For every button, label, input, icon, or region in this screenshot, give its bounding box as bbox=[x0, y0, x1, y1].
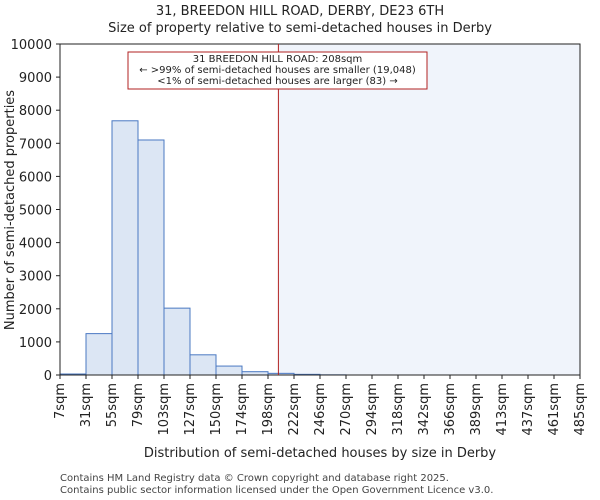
y-tick-label: 9000 bbox=[19, 71, 52, 86]
annotation-box: 31 BREEDON HILL ROAD: 208sqm ← >99% of s… bbox=[127, 51, 428, 90]
histogram-chart: 31, BREEDON HILL ROAD, DERBY, DE23 6TH S… bbox=[3, 4, 588, 461]
footer-copyright: Contains HM Land Registry data © Crown c… bbox=[60, 473, 449, 484]
x-tick-label: 389sqm bbox=[469, 383, 484, 436]
x-tick-label: 270sqm bbox=[339, 383, 354, 436]
y-tick-label: 7000 bbox=[19, 137, 52, 152]
y-tick-label: 10000 bbox=[11, 38, 52, 53]
bar-31sqm bbox=[85, 333, 113, 376]
y-tick-label: 3000 bbox=[19, 270, 52, 285]
x-tick-label: 342sqm bbox=[417, 383, 432, 436]
annotation-line-larger: <1% of semi-detached houses are larger (… bbox=[157, 76, 397, 87]
y-axis-ticks: 0 1000 2000 3000 4000 5000 6000 7000 8000 9000 100… bbox=[11, 38, 60, 384]
x-tick-label: 103sqm bbox=[157, 383, 172, 436]
chart-title-line1: 31, BREEDON HILL ROAD, DERBY, DE23 6TH bbox=[156, 4, 444, 19]
y-tick-label: 6000 bbox=[19, 170, 52, 185]
x-axis-label: Distribution of semi-detached houses by … bbox=[144, 446, 497, 461]
y-tick-label: 1000 bbox=[19, 336, 52, 351]
annotation-line-smaller: ← >99% of semi-detached houses are small… bbox=[139, 65, 416, 76]
bar-79sqm bbox=[137, 139, 165, 376]
x-tick-label: 294sqm bbox=[365, 383, 380, 436]
y-tick-label: 4000 bbox=[19, 237, 52, 252]
y-tick-label: 2000 bbox=[19, 303, 52, 318]
bar-127sqm bbox=[189, 354, 217, 376]
x-tick-label: 198sqm bbox=[261, 383, 276, 436]
annotation-frame bbox=[127, 51, 428, 90]
chart-title-line2: Size of property relative to semi-detach… bbox=[108, 21, 492, 36]
x-tick-label: 246sqm bbox=[313, 383, 328, 436]
larger-properties-region bbox=[278, 44, 580, 375]
x-axis-ticks: 7sqm 31sqm 55sqm 79sqm 103sqm 127sqm 150sqm 174… bbox=[53, 375, 588, 436]
bar-103sqm bbox=[163, 307, 191, 376]
x-tick-label: 7sqm bbox=[53, 383, 68, 419]
x-tick-label: 79sqm bbox=[131, 383, 146, 427]
x-tick-label: 31sqm bbox=[79, 383, 94, 427]
x-tick-label: 55sqm bbox=[105, 383, 120, 427]
x-tick-label: 222sqm bbox=[287, 383, 302, 436]
x-tick-label: 150sqm bbox=[209, 383, 224, 436]
bar-150sqm bbox=[215, 365, 243, 376]
bar-55sqm bbox=[111, 120, 139, 376]
y-tick-label: 8000 bbox=[19, 104, 52, 119]
y-tick-label: 0 bbox=[44, 369, 52, 384]
x-tick-label: 413sqm bbox=[495, 383, 510, 436]
bars-group bbox=[59, 120, 347, 376]
x-tick-label: 318sqm bbox=[391, 383, 406, 436]
x-tick-label: 485sqm bbox=[573, 383, 588, 436]
x-tick-label: 127sqm bbox=[183, 383, 198, 436]
footer-licence: Contains public sector information licen… bbox=[60, 485, 494, 496]
x-tick-label: 461sqm bbox=[547, 383, 562, 436]
x-tick-label: 174sqm bbox=[235, 383, 250, 436]
x-tick-label: 437sqm bbox=[521, 383, 536, 436]
annotation-line-property: 31 BREEDON HILL ROAD: 208sqm bbox=[193, 54, 363, 65]
y-tick-label: 5000 bbox=[19, 204, 52, 219]
x-tick-label: 366sqm bbox=[443, 383, 458, 436]
y-axis-label: Number of semi-detached properties bbox=[3, 90, 18, 330]
